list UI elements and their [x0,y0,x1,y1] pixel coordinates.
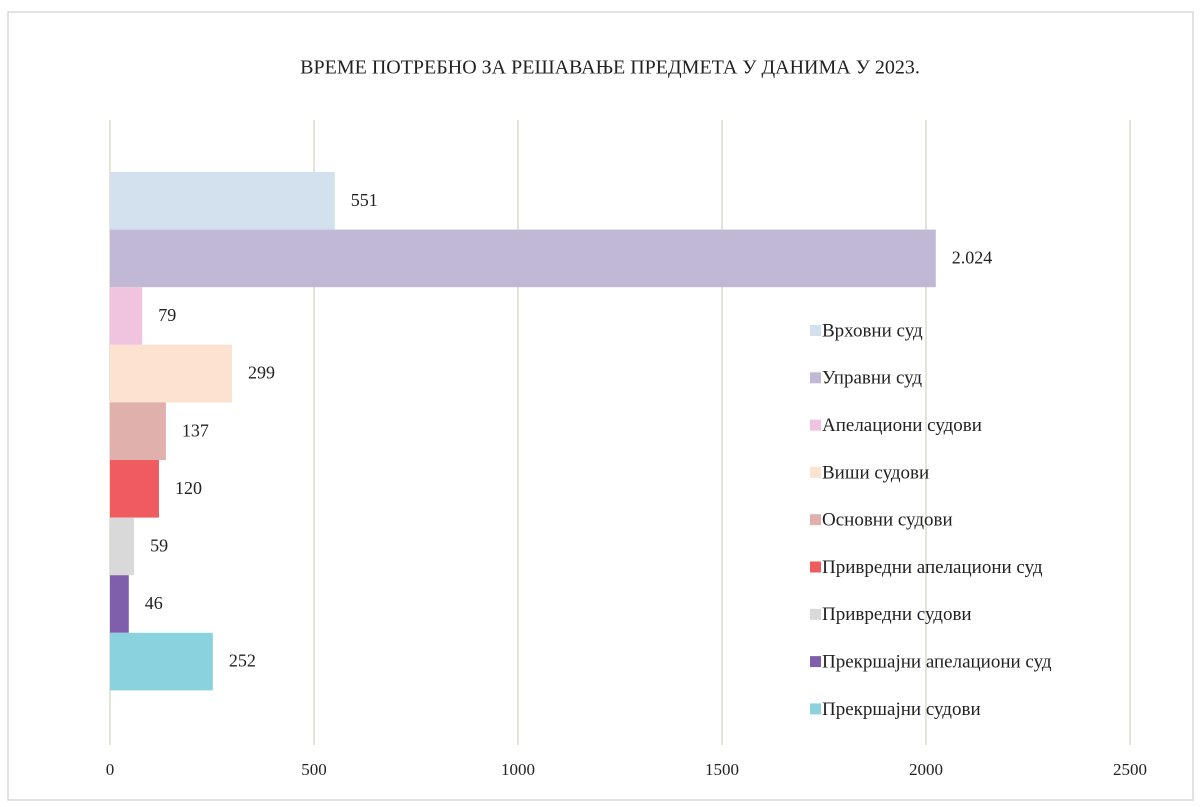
data-label: 137 [182,420,209,440]
legend-swatch [810,372,821,384]
x-tick-label: 2500 [1113,760,1147,779]
data-label: 79 [158,305,176,325]
legend-label: Управни суд [822,368,922,389]
legend-label: Врховни суд [822,320,923,341]
legend-label: Апелациони судови [822,415,982,436]
legend-swatch [810,703,821,715]
x-tick-label: 500 [301,760,327,779]
x-tick-label: 0 [106,760,115,779]
data-label: 299 [248,363,275,383]
bar [110,632,213,691]
legend-label: Виши судови [822,462,929,483]
bar [110,229,936,288]
data-label: 551 [351,190,378,210]
legend-label: Привредни апелациони суд [822,557,1043,578]
data-label: 59 [150,536,168,556]
x-tick-label: 1000 [501,760,535,779]
legend-swatch [810,561,821,573]
x-tick-label: 1500 [705,760,739,779]
bar [110,575,129,633]
chart-title: ВРЕМЕ ПОТРЕБНО ЗА РЕШАВАЊЕ ПРЕДМЕТА У ДА… [300,57,920,79]
bar [110,460,159,518]
legend-swatch [810,419,821,431]
legend-label: Основни судови [822,510,953,531]
data-label: 252 [229,651,256,671]
legend-label: Прекршајни судови [822,699,981,720]
bar [110,402,166,460]
bar [110,517,135,576]
legend-swatch [810,325,821,336]
data-label: 2.024 [952,248,993,268]
bar [110,287,143,345]
legend-swatch [810,466,821,478]
data-label: 120 [175,478,202,498]
legend-swatch [810,608,821,620]
legend-swatch [810,656,821,668]
data-label: 46 [145,593,163,613]
legend-swatch [810,514,821,526]
bar [110,172,335,230]
legend-label: Прекршајни апелациони суд [822,651,1052,672]
legend-label: Привредни судови [822,604,972,625]
x-tick-label: 2000 [909,760,943,779]
bar [110,344,232,403]
